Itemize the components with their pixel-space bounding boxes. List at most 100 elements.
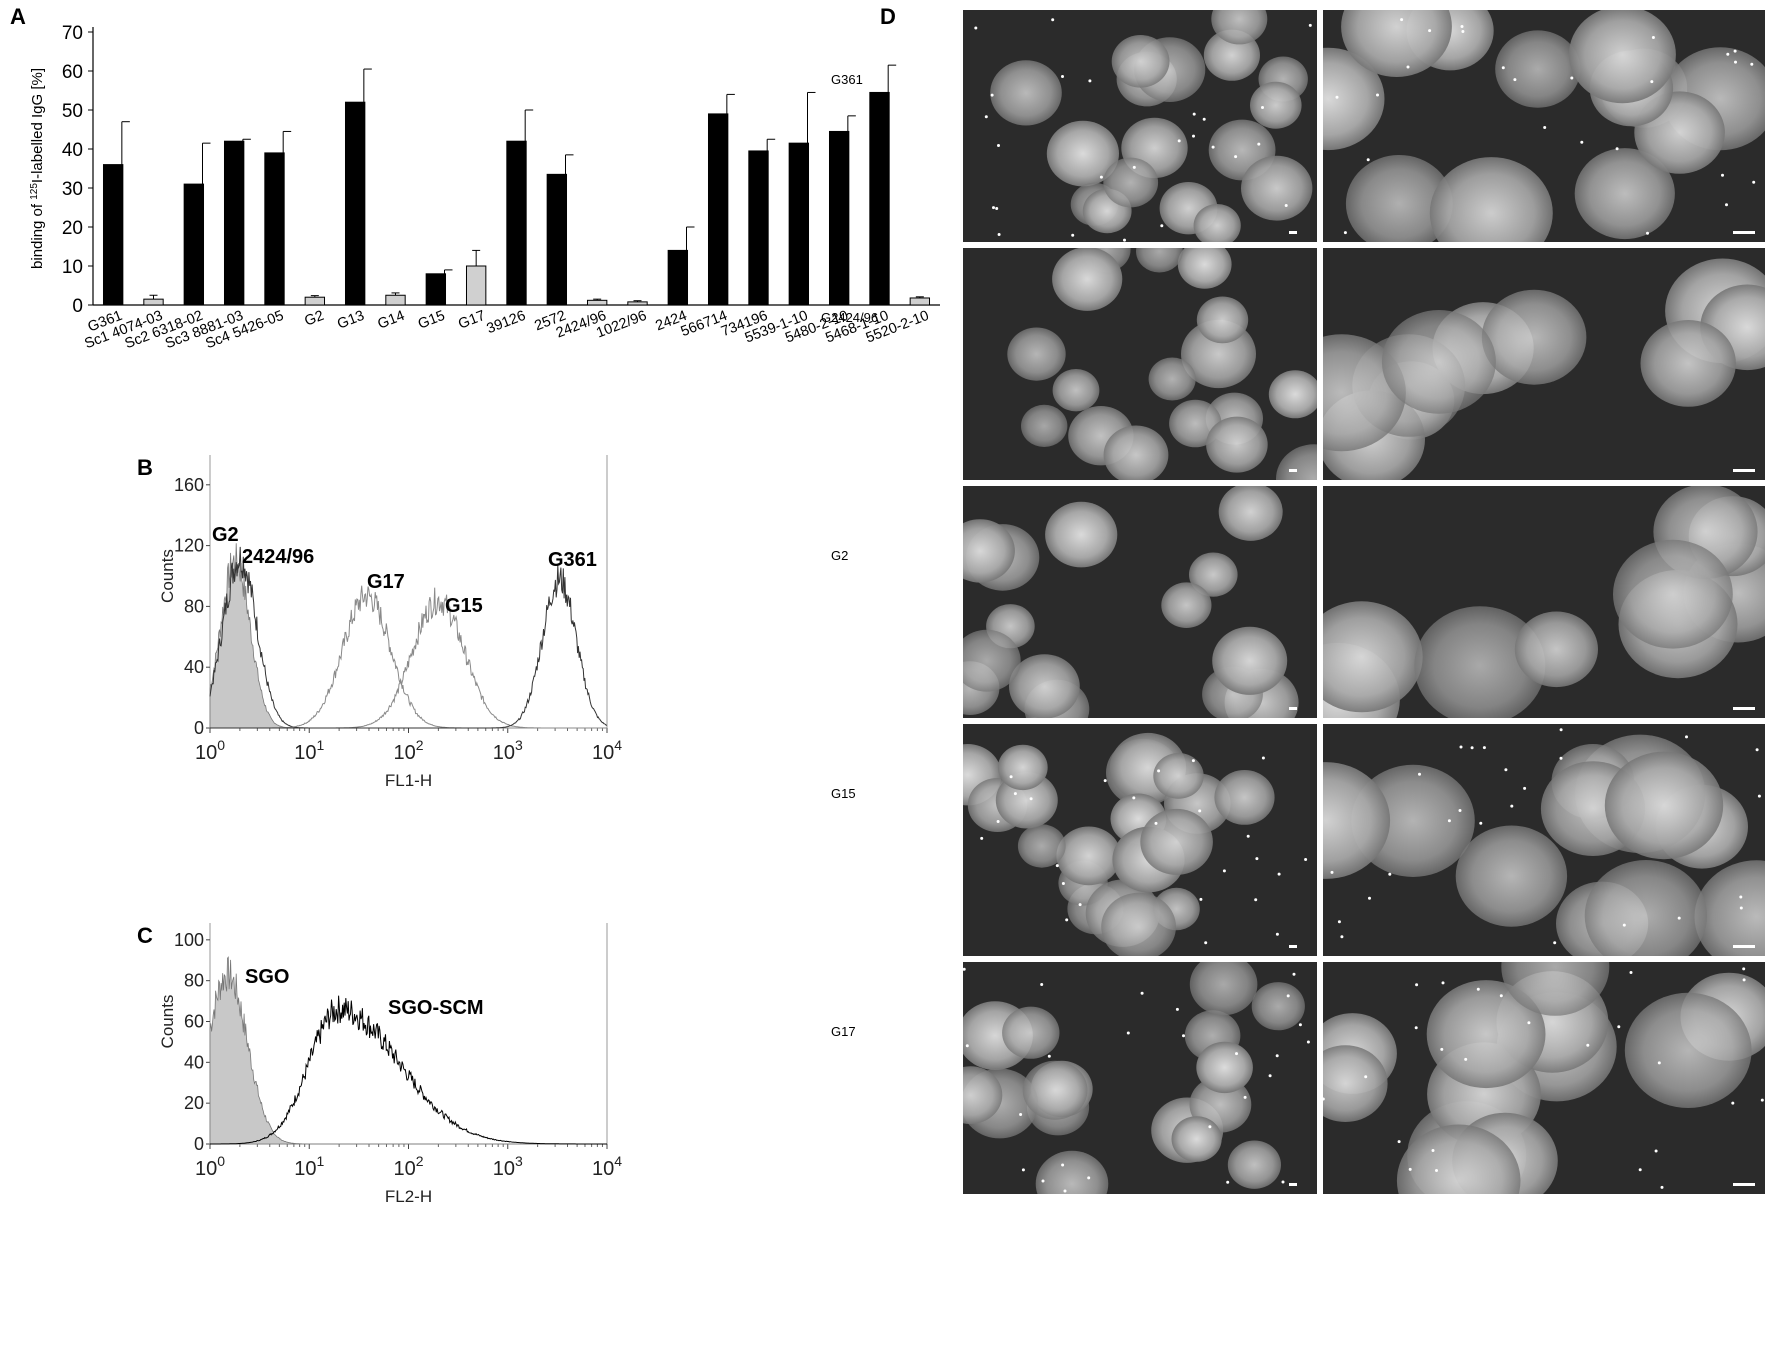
gold-particle <box>1009 775 1013 779</box>
microscopy-panel: G361 G2424/96 G2 G15 G17 <box>821 10 1768 1355</box>
gold-particle <box>1739 895 1743 899</box>
bacterial-cell <box>1007 327 1066 381</box>
bar <box>385 294 406 306</box>
scale-bar <box>1289 945 1297 948</box>
gold-particle <box>1742 978 1746 982</box>
gold-particle <box>1254 898 1258 902</box>
micrograph-image <box>1323 724 1765 956</box>
gold-particle <box>1065 918 1069 922</box>
gold-particle <box>1040 983 1044 986</box>
bar <box>546 173 568 306</box>
gold-particle <box>1208 1125 1212 1129</box>
gold-particle <box>1160 224 1164 228</box>
gold-particle <box>1464 1057 1468 1061</box>
annotation-label: SGO <box>245 966 289 988</box>
gold-particle <box>1750 62 1754 66</box>
gold-particle <box>1243 1095 1247 1099</box>
gold-particle <box>1725 203 1728 207</box>
x-tick-label: G17 <box>456 308 487 333</box>
gold-particle <box>1235 1052 1238 1056</box>
bacterial-cell <box>1214 770 1275 825</box>
bacterial-cell <box>1052 369 1100 412</box>
bacterial-cell <box>1206 416 1268 473</box>
gold-particle <box>1071 233 1075 237</box>
gold-particle <box>1199 897 1203 901</box>
bar <box>264 152 285 306</box>
y-axis-label: Counts <box>158 995 177 1049</box>
bar <box>828 130 850 306</box>
bacterial-cell <box>1426 980 1546 1089</box>
gold-particle <box>1460 25 1464 28</box>
bar <box>627 301 648 306</box>
gold-particle <box>1132 165 1136 169</box>
bacterial-cell <box>1103 425 1169 480</box>
bacterial-cell <box>1501 962 1610 1016</box>
y-tick-label: 70 <box>62 23 83 44</box>
micrograph-image <box>963 724 1317 956</box>
bacterial-cell <box>1227 1140 1281 1189</box>
gold-particle <box>1685 735 1688 739</box>
bacterial-cell <box>1345 155 1453 242</box>
bacterial-cell <box>1218 486 1283 541</box>
gold-particle <box>1523 786 1527 790</box>
gold-particle <box>995 207 999 210</box>
y-tick-label: 60 <box>184 1012 204 1032</box>
micrograph-image <box>963 486 1317 718</box>
gold-particle <box>1726 52 1730 56</box>
gold-particle <box>1559 728 1563 732</box>
gold-particle <box>1061 882 1065 885</box>
gold-particle <box>1499 994 1503 998</box>
gold-particle <box>1739 906 1743 910</box>
y-tick-label: 120 <box>174 536 204 556</box>
gold-particle <box>963 967 966 971</box>
bacterial-cell <box>1568 10 1676 104</box>
gold-particle <box>997 144 1000 147</box>
gold-particle <box>1458 809 1462 812</box>
gold-particle <box>990 93 994 97</box>
bacterial-cell <box>1495 30 1581 108</box>
gold-particle <box>1755 748 1759 752</box>
bacterial-cell <box>1613 539 1733 649</box>
x-tick-label: 103 <box>493 737 523 764</box>
cell-cluster <box>963 732 1308 956</box>
gold-particle <box>1660 1185 1664 1189</box>
bacterial-cell <box>1414 606 1546 718</box>
gold-particle <box>1459 745 1463 749</box>
gold-particle <box>1103 779 1107 783</box>
gold-particle <box>974 26 978 30</box>
gold-particle <box>1088 79 1092 83</box>
gold-particle <box>1041 1179 1045 1183</box>
gold-particle <box>1757 794 1761 798</box>
bar <box>586 299 608 306</box>
plot-frame <box>209 923 608 1145</box>
gold-particle <box>1246 834 1250 838</box>
gold-particle <box>1646 231 1649 235</box>
bacterial-cell <box>1323 47 1385 151</box>
cell-cluster <box>1323 962 1765 1194</box>
bacterial-cell <box>1455 825 1568 927</box>
gold-particle <box>1211 145 1215 149</box>
cell-cluster <box>1007 248 1317 480</box>
gold-particle <box>1234 155 1238 159</box>
gold-particle <box>1261 106 1264 109</box>
gold-particle <box>1364 1075 1368 1079</box>
x-tick-label: G15 <box>416 308 447 333</box>
gold-particle <box>1078 903 1082 907</box>
bacterial-cell <box>990 60 1062 126</box>
x-tick-label: 102 <box>393 737 423 764</box>
x-tick-label: 104 <box>592 737 622 764</box>
x-tick-label: 104 <box>592 1153 622 1180</box>
gold-particle <box>1140 991 1144 995</box>
scale-bar <box>1733 469 1755 472</box>
bacterial-cell <box>1268 370 1317 419</box>
y-axis-label: binding of 125I-labelled IgG [%] <box>29 68 47 269</box>
bar <box>788 142 810 306</box>
gold-particle <box>1586 1043 1590 1047</box>
gold-particle <box>1651 36 1655 39</box>
histogram-series-G361 <box>210 565 608 729</box>
cell-cluster <box>963 486 1299 718</box>
gold-particle <box>1376 93 1379 97</box>
annotation-label: 2424/96 <box>242 546 314 568</box>
micrograph-image <box>1323 10 1765 242</box>
cell-cluster <box>1323 486 1765 718</box>
